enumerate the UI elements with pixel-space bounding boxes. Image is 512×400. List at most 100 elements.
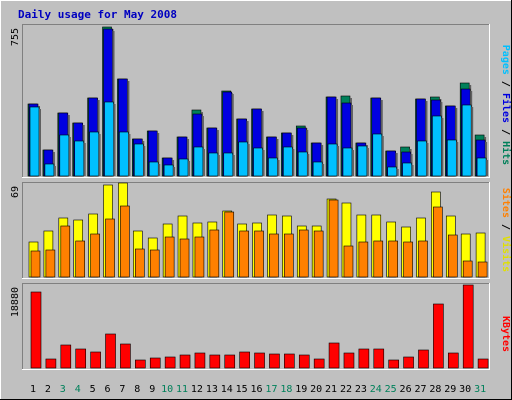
- bar-shadow: [217, 155, 220, 176]
- bar-kbytes-day-21: [328, 342, 340, 369]
- bar-shadow: [157, 133, 160, 176]
- bar-kbytes-day-1: [30, 291, 42, 369]
- bar-sites-day-19: [298, 229, 309, 278]
- legend-sites: Sites: [500, 188, 512, 218]
- bar-shadow: [202, 149, 205, 176]
- bar-pages-day-31: [476, 157, 487, 177]
- x-tick-label-day-7: 7: [119, 384, 125, 395]
- bar-shadow: [456, 142, 459, 176]
- bar-sites-day-26: [403, 241, 413, 278]
- bar-sites-day-30: [462, 260, 473, 278]
- x-tick-label-day-6: 6: [105, 384, 111, 395]
- x-tick-label-day-12: 12: [191, 384, 203, 395]
- bar-pages-day-4: [74, 140, 85, 177]
- y-max-label: 18880: [10, 287, 21, 317]
- x-tick-label-day-25: 25: [385, 384, 397, 395]
- bar-sites-day-3: [60, 225, 71, 278]
- x-tick-label-day-18: 18: [280, 384, 292, 395]
- bar-pages-day-8: [134, 143, 144, 177]
- x-tick-label-day-9: 9: [149, 384, 155, 395]
- x-tick-label-day-20: 20: [310, 384, 322, 395]
- x-tick-label-day-10: 10: [161, 384, 173, 395]
- bar-pages-day-19: [297, 151, 308, 177]
- bar-kbytes-day-10: [164, 356, 176, 369]
- bar-pages-day-13: [208, 152, 219, 177]
- bar-shadow: [411, 165, 414, 176]
- bar-pages-day-10: [163, 164, 174, 177]
- bar-shadow: [321, 145, 324, 176]
- bar-kbytes-day-2: [45, 358, 57, 369]
- bar-sites-day-10: [164, 236, 175, 278]
- bar-sites-day-29: [447, 234, 458, 278]
- bar-kbytes-day-19: [298, 354, 310, 369]
- bar-shadow: [262, 150, 265, 176]
- bar-sites-day-27: [418, 240, 428, 278]
- bar-kbytes-day-24: [373, 348, 385, 369]
- bar-kbytes-day-18: [284, 353, 295, 369]
- svg-text:Sites / Visits: Sites / Visits: [500, 188, 512, 272]
- bar-sites-day-4: [75, 240, 86, 278]
- legend-bottom: KBytes: [500, 316, 511, 352]
- x-tick-label-day-17: 17: [265, 384, 277, 395]
- bar-kbytes-day-25: [388, 359, 399, 369]
- bar-shadow: [350, 105, 353, 176]
- bar-kbytes-day-17: [269, 353, 280, 369]
- panel-bottom: 18880: [10, 283, 490, 370]
- bar-shadow: [486, 160, 489, 176]
- bar-pages-day-23: [357, 145, 368, 177]
- bar-pages-day-18: [283, 146, 293, 177]
- bar-shadow: [188, 161, 191, 176]
- legend-hits: Hits: [500, 141, 512, 165]
- bar-pages-day-9: [148, 161, 159, 177]
- bar-shadow: [231, 94, 234, 176]
- bar-shadow: [158, 164, 161, 176]
- x-tick-label-day-16: 16: [251, 384, 263, 395]
- x-tick-label-day-1: 1: [30, 384, 36, 395]
- bar-shadow: [113, 104, 116, 176]
- bar-kbytes-day-7: [120, 343, 131, 369]
- bar-pages-day-1: [29, 106, 40, 177]
- bar-shadow: [68, 137, 71, 176]
- x-tick-label-day-23: 23: [355, 384, 367, 395]
- x-axis-day-labels: 1 2 3 4 5 6 7 8 9 10 11 12 13 14 15 16 17 18 19 20 21 22 23 24 2…: [30, 384, 486, 395]
- x-tick-label-day-4: 4: [75, 384, 81, 395]
- bar-kbytes-day-9: [149, 357, 161, 369]
- y-max-label: 755: [10, 28, 21, 46]
- bar-shadow: [337, 146, 340, 176]
- bar-shadow: [53, 166, 56, 176]
- bar-shadow: [247, 144, 250, 176]
- x-tick-label-day-28: 28: [429, 384, 441, 395]
- bar-sites-day-7: [120, 205, 130, 278]
- legend-middle: Sites / Visits: [500, 188, 512, 272]
- bar-kbytes-day-30: [462, 284, 474, 369]
- bar-pages-day-28: [432, 115, 442, 177]
- x-tick-label-day-8: 8: [134, 384, 140, 395]
- bar-shadow: [83, 143, 86, 176]
- x-tick-label-day-27: 27: [414, 384, 426, 395]
- bar-shadow: [98, 134, 101, 176]
- bar-sites-day-11: [179, 238, 190, 278]
- x-tick-label-day-21: 21: [325, 384, 337, 395]
- bar-pages-day-21: [327, 143, 338, 177]
- bar-kbytes-day-22: [343, 352, 355, 369]
- bar-sites-day-14: [224, 211, 235, 278]
- bar-shadow: [471, 107, 474, 176]
- bar-shadow: [292, 149, 295, 176]
- legend-visits: Visits: [500, 236, 512, 272]
- legend-files: Files: [500, 93, 512, 123]
- legend-pages: Pages: [500, 45, 511, 75]
- bar-kbytes-day-16: [254, 352, 265, 369]
- bar-shadow: [277, 160, 280, 176]
- bar-shadow: [173, 167, 176, 176]
- bar-kbytes-day-29: [447, 352, 459, 369]
- bar-shadow: [201, 116, 204, 176]
- bar-pages-day-29: [446, 139, 457, 177]
- bar-kbytes-day-20: [313, 358, 325, 369]
- bar-shadow: [276, 139, 279, 176]
- legend-kbytes: KBytes: [500, 316, 511, 352]
- legend-top: Pages / Files / Hits: [500, 45, 512, 165]
- bar-sites-day-20: [313, 230, 324, 278]
- bar-sites-day-5: [90, 233, 100, 278]
- x-tick-label-day-5: 5: [90, 384, 96, 395]
- bar-shadow: [425, 101, 428, 176]
